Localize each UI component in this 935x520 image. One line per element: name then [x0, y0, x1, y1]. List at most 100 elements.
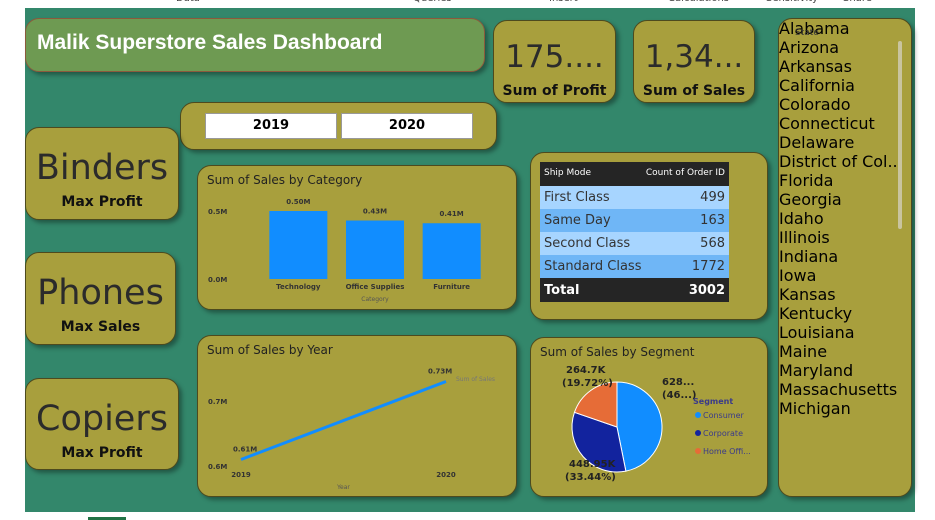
- legend-label: Sum of Sales: [456, 376, 495, 383]
- ribbon: Data Queries Insert Calculations Sensitivity…: [0, 0, 935, 8]
- state-item[interactable]: Massachusetts: [779, 380, 911, 399]
- state-label: Iowa: [779, 266, 817, 285]
- state-label: Louisiana: [779, 323, 855, 342]
- y-tick-label: 0.6M: [208, 463, 227, 471]
- ribbon-tab[interactable]: Calculations: [668, 0, 729, 4]
- ribbon-tab[interactable]: Insert: [549, 0, 578, 4]
- y-tick-label: 0.5M: [208, 208, 227, 216]
- cell: 163: [700, 213, 725, 228]
- cell: 499: [700, 190, 725, 205]
- chart: Sum of Sales by Category 0.0M 0.5M 0.50M Tec…: [207, 173, 481, 303]
- year-button[interactable]: 2020: [341, 113, 473, 139]
- state-item[interactable]: Maine: [779, 342, 911, 361]
- x-tick-label: 2019: [231, 471, 251, 479]
- state-item[interactable]: Michigan: [779, 399, 911, 418]
- bar: [422, 223, 481, 279]
- kpi-card: Copiers Max Profit: [25, 378, 179, 470]
- state-item[interactable]: Kentucky: [779, 304, 911, 323]
- state-label: Massachusetts: [779, 380, 898, 399]
- chart: Sum of Sales by Segment 628... (46...) Cons…: [540, 345, 751, 483]
- state-item[interactable]: Arkansas: [779, 57, 911, 76]
- state-item[interactable]: Kansas: [779, 285, 911, 304]
- ribbon-tab[interactable]: Data: [176, 0, 200, 4]
- state-item[interactable]: Illinois: [779, 228, 911, 247]
- year-button[interactable]: 2019: [205, 113, 337, 139]
- x-tick-label: Technology: [276, 283, 321, 291]
- chart: Sum of Sales by Year 0.6M 0.7M 2019 2020 Year…: [207, 343, 495, 491]
- state-item[interactable]: Louisiana: [779, 323, 911, 342]
- legend-marker: [695, 448, 701, 454]
- state-label: Connecticut: [779, 114, 875, 133]
- data-label: 0.73M: [428, 368, 452, 376]
- state-item[interactable]: Indiana: [779, 247, 911, 266]
- data-label: 264.7K: [566, 365, 607, 376]
- ribbon-tab[interactable]: Queries: [413, 0, 452, 4]
- percent-label: (19.72%): [562, 378, 613, 389]
- card-label: Sum of Profit: [502, 83, 607, 99]
- y-tick-label: 0.7M: [208, 398, 227, 406]
- sales-card: 1,34... Sum of Sales: [633, 20, 755, 103]
- y-tick-label: 0.0M: [208, 276, 227, 284]
- card-value: 1,34...: [644, 39, 744, 75]
- kpi-value: Binders: [35, 148, 169, 188]
- state-label: Illinois: [779, 228, 830, 247]
- cell: First Class: [544, 190, 610, 205]
- x-tick-label: Office Supplies: [346, 283, 405, 291]
- state-label: Maryland: [779, 361, 854, 380]
- ribbon-tab[interactable]: Share: [843, 0, 872, 4]
- table-row: Second Class 568: [540, 232, 729, 255]
- state-label: Florida: [779, 171, 834, 190]
- state-label: District of Col...: [779, 152, 903, 171]
- state-item[interactable]: Maryland: [779, 361, 911, 380]
- state-item[interactable]: Idaho: [779, 209, 911, 228]
- state-item[interactable]: Connecticut: [779, 114, 911, 133]
- legend-label: Consumer: [703, 411, 745, 420]
- state-label: Kentucky: [779, 304, 853, 323]
- profit-card: 175.... Sum of Profit: [493, 20, 616, 103]
- ribbon-tab[interactable]: Sensitivity: [766, 0, 818, 4]
- kpi-label: Max Sales: [60, 319, 141, 335]
- kpi-card: Binders Max Profit: [25, 127, 179, 220]
- x-tick-label: 2020: [436, 471, 456, 479]
- kpi-card: Phones Max Sales: [25, 252, 176, 345]
- kpi-value: Phones: [37, 273, 164, 313]
- state-item[interactable]: Florida: [779, 171, 911, 190]
- cell: 3002: [688, 283, 725, 298]
- cell: 1772: [691, 259, 725, 274]
- data-label: 628...: [662, 377, 694, 388]
- state-item[interactable]: Delaware: [779, 133, 911, 152]
- scrollbar[interactable]: [898, 41, 902, 229]
- state-item[interactable]: Arizona: [779, 38, 911, 57]
- table-row: Standard Class 1772: [540, 255, 729, 278]
- x-tick-label: Furniture: [433, 283, 470, 291]
- chart-title: Sum of Sales by Segment: [540, 345, 695, 359]
- legend-label: Home Offi...: [703, 447, 751, 456]
- legend-title: Segment: [693, 397, 733, 406]
- state-item[interactable]: District of Col...: [779, 152, 911, 171]
- data-label: 0.41M: [440, 210, 464, 218]
- state-label: Colorado: [779, 95, 851, 114]
- bar: [269, 211, 328, 279]
- state-item[interactable]: Iowa: [779, 266, 911, 285]
- x-axis-title: Category: [361, 296, 389, 303]
- state-item[interactable]: California: [779, 76, 911, 95]
- cell: Same Day: [544, 213, 611, 228]
- percent-label: (46...): [662, 390, 696, 401]
- header-cell: Ship Mode: [544, 168, 592, 178]
- state-item[interactable]: Georgia: [779, 190, 911, 209]
- table-row: Same Day 163: [540, 209, 729, 232]
- state-slicer: State Alabama Arizona Arkansas California Co…: [778, 18, 912, 497]
- x-axis-title: Year: [336, 484, 350, 491]
- cell: Standard Class: [544, 259, 642, 274]
- card-label: Sum of Sales: [642, 83, 746, 99]
- state-item[interactable]: Alabama: [779, 19, 911, 38]
- state-label: Alabama: [779, 19, 850, 38]
- chart-panel: Sum of Sales by Category 0.0M 0.5M 0.50M Tec…: [197, 165, 517, 310]
- line: [240, 380, 447, 461]
- chart-panel: Sum of Sales by Segment 628... (46...) Cons…: [530, 337, 768, 497]
- kpi-label: Max Profit: [61, 194, 143, 210]
- state-label: Kansas: [779, 285, 836, 304]
- state-item[interactable]: Colorado: [779, 95, 911, 114]
- page-tab[interactable]: [88, 517, 126, 520]
